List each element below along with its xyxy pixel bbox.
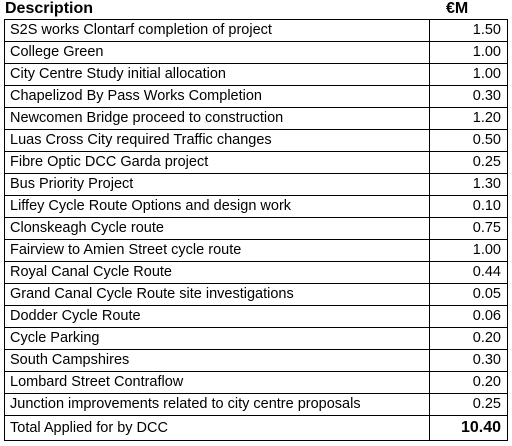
table-row: Bus Priority Project 1.30 (4, 173, 508, 196)
row-description: South Campshires (4, 349, 430, 372)
row-amount: 0.44 (429, 261, 508, 284)
table-row: College Green 1.00 (4, 41, 508, 64)
total-row: Total Applied for by DCC 10.40 (4, 415, 508, 441)
row-description: College Green (4, 41, 430, 64)
row-amount: 0.20 (429, 371, 508, 394)
row-amount: 0.30 (429, 349, 508, 372)
row-description: Chapelizod By Pass Works Completion (4, 85, 430, 108)
table-row: Fairview to Amien Street cycle route 1.00 (4, 239, 508, 262)
table-row: City Centre Study initial allocation 1.00 (4, 63, 508, 86)
table-row: Liffey Cycle Route Options and design wo… (4, 195, 508, 218)
row-amount: 1.50 (429, 19, 508, 42)
row-amount: 0.05 (429, 283, 508, 306)
table-row: Dodder Cycle Route 0.06 (4, 305, 508, 328)
row-amount: 0.75 (429, 217, 508, 240)
row-amount: 1.30 (429, 173, 508, 196)
table-row: Clonskeagh Cycle route 0.75 (4, 217, 508, 240)
row-description: Junction improvements related to city ce… (4, 393, 430, 416)
row-amount: 1.00 (429, 239, 508, 262)
row-amount: 1.00 (429, 41, 508, 64)
row-amount: 1.00 (429, 63, 508, 86)
row-description: Grand Canal Cycle Route site investigati… (4, 283, 430, 306)
row-amount: 0.25 (429, 393, 508, 416)
table-row: Royal Canal Cycle Route 0.44 (4, 261, 508, 284)
row-amount: 0.30 (429, 85, 508, 108)
table-row: S2S works Clontarf completion of project… (4, 19, 508, 42)
table-row: South Campshires 0.30 (4, 349, 508, 372)
table-row: Newcomen Bridge proceed to construction 1… (4, 107, 508, 130)
row-amount: 0.25 (429, 151, 508, 174)
row-description: Newcomen Bridge proceed to construction (4, 107, 430, 130)
row-description: Dodder Cycle Route (4, 305, 430, 328)
table-row: Cycle Parking 0.20 (4, 327, 508, 350)
funding-table: S2S works Clontarf completion of project… (4, 19, 508, 441)
total-amount: 10.40 (429, 415, 508, 441)
row-description: Lombard Street Contraflow (4, 371, 430, 394)
table-row: Junction improvements related to city ce… (4, 393, 508, 416)
table-row: Grand Canal Cycle Route site investigati… (4, 283, 508, 306)
row-description: City Centre Study initial allocation (4, 63, 430, 86)
row-description: Cycle Parking (4, 327, 430, 350)
row-amount: 1.20 (429, 107, 508, 130)
row-amount: 0.10 (429, 195, 508, 218)
table-row: Lombard Street Contraflow 0.20 (4, 371, 508, 394)
row-description: Luas Cross City required Traffic changes (4, 129, 430, 152)
description-column-header: Description (5, 0, 94, 17)
row-description: Clonskeagh Cycle route (4, 217, 430, 240)
row-amount: 0.50 (429, 129, 508, 152)
row-amount: 0.06 (429, 305, 508, 328)
row-description: S2S works Clontarf completion of project (4, 19, 430, 42)
table-row: Fibre Optic DCC Garda project 0.25 (4, 151, 508, 174)
table-row: Chapelizod By Pass Works Completion 0.30 (4, 85, 508, 108)
table-row: Luas Cross City required Traffic changes… (4, 129, 508, 152)
row-description: Fibre Optic DCC Garda project (4, 151, 430, 174)
row-description: Fairview to Amien Street cycle route (4, 239, 430, 262)
total-description: Total Applied for by DCC (4, 415, 430, 441)
amount-column-header: €M (446, 0, 469, 17)
row-amount: 0.20 (429, 327, 508, 350)
table-header: Description €M (0, 0, 512, 19)
row-description: Liffey Cycle Route Options and design wo… (4, 195, 430, 218)
row-description: Royal Canal Cycle Route (4, 261, 430, 284)
row-description: Bus Priority Project (4, 173, 430, 196)
